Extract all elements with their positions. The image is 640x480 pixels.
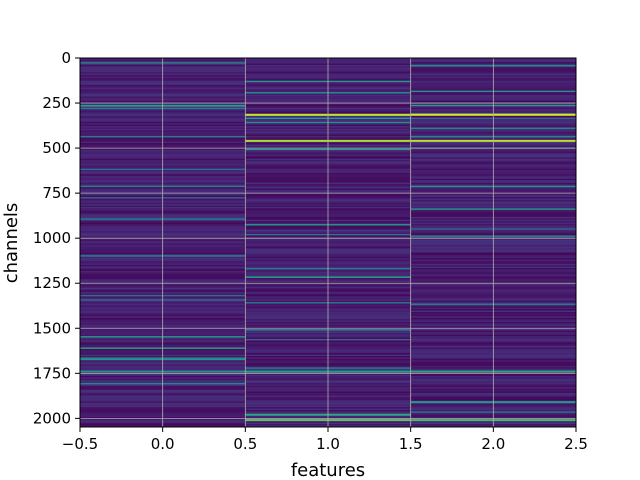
y-tick-label: 2000 bbox=[33, 409, 71, 427]
y-tick-label: 750 bbox=[42, 184, 71, 202]
x-axis-ticks: −0.5 0.0 0.5 1.0 1.5 2.0 2.5 bbox=[62, 427, 588, 453]
x-tick-label: −0.5 bbox=[62, 435, 98, 453]
x-tick-label: 2.5 bbox=[564, 435, 588, 453]
y-tick-label: 1250 bbox=[33, 274, 71, 292]
y-tick-label: 1500 bbox=[33, 319, 71, 337]
y-tick-label: 1750 bbox=[33, 364, 71, 382]
y-tick-label: 500 bbox=[42, 139, 71, 157]
x-tick-label: 1.0 bbox=[316, 435, 340, 453]
x-tick-label: 0.0 bbox=[151, 435, 175, 453]
y-tick-label: 0 bbox=[61, 49, 71, 67]
x-axis-label: features bbox=[291, 460, 365, 480]
y-axis-label: channels bbox=[1, 203, 22, 284]
x-tick-label: 2.0 bbox=[481, 435, 505, 453]
y-axis-ticks: 0 250 500 750 1000 1250 1500 1750 2000 bbox=[33, 49, 80, 427]
x-tick-label: 1.5 bbox=[399, 435, 423, 453]
y-tick-label: 1000 bbox=[33, 229, 71, 247]
y-tick-label: 250 bbox=[42, 94, 71, 112]
x-tick-label: 0.5 bbox=[233, 435, 257, 453]
